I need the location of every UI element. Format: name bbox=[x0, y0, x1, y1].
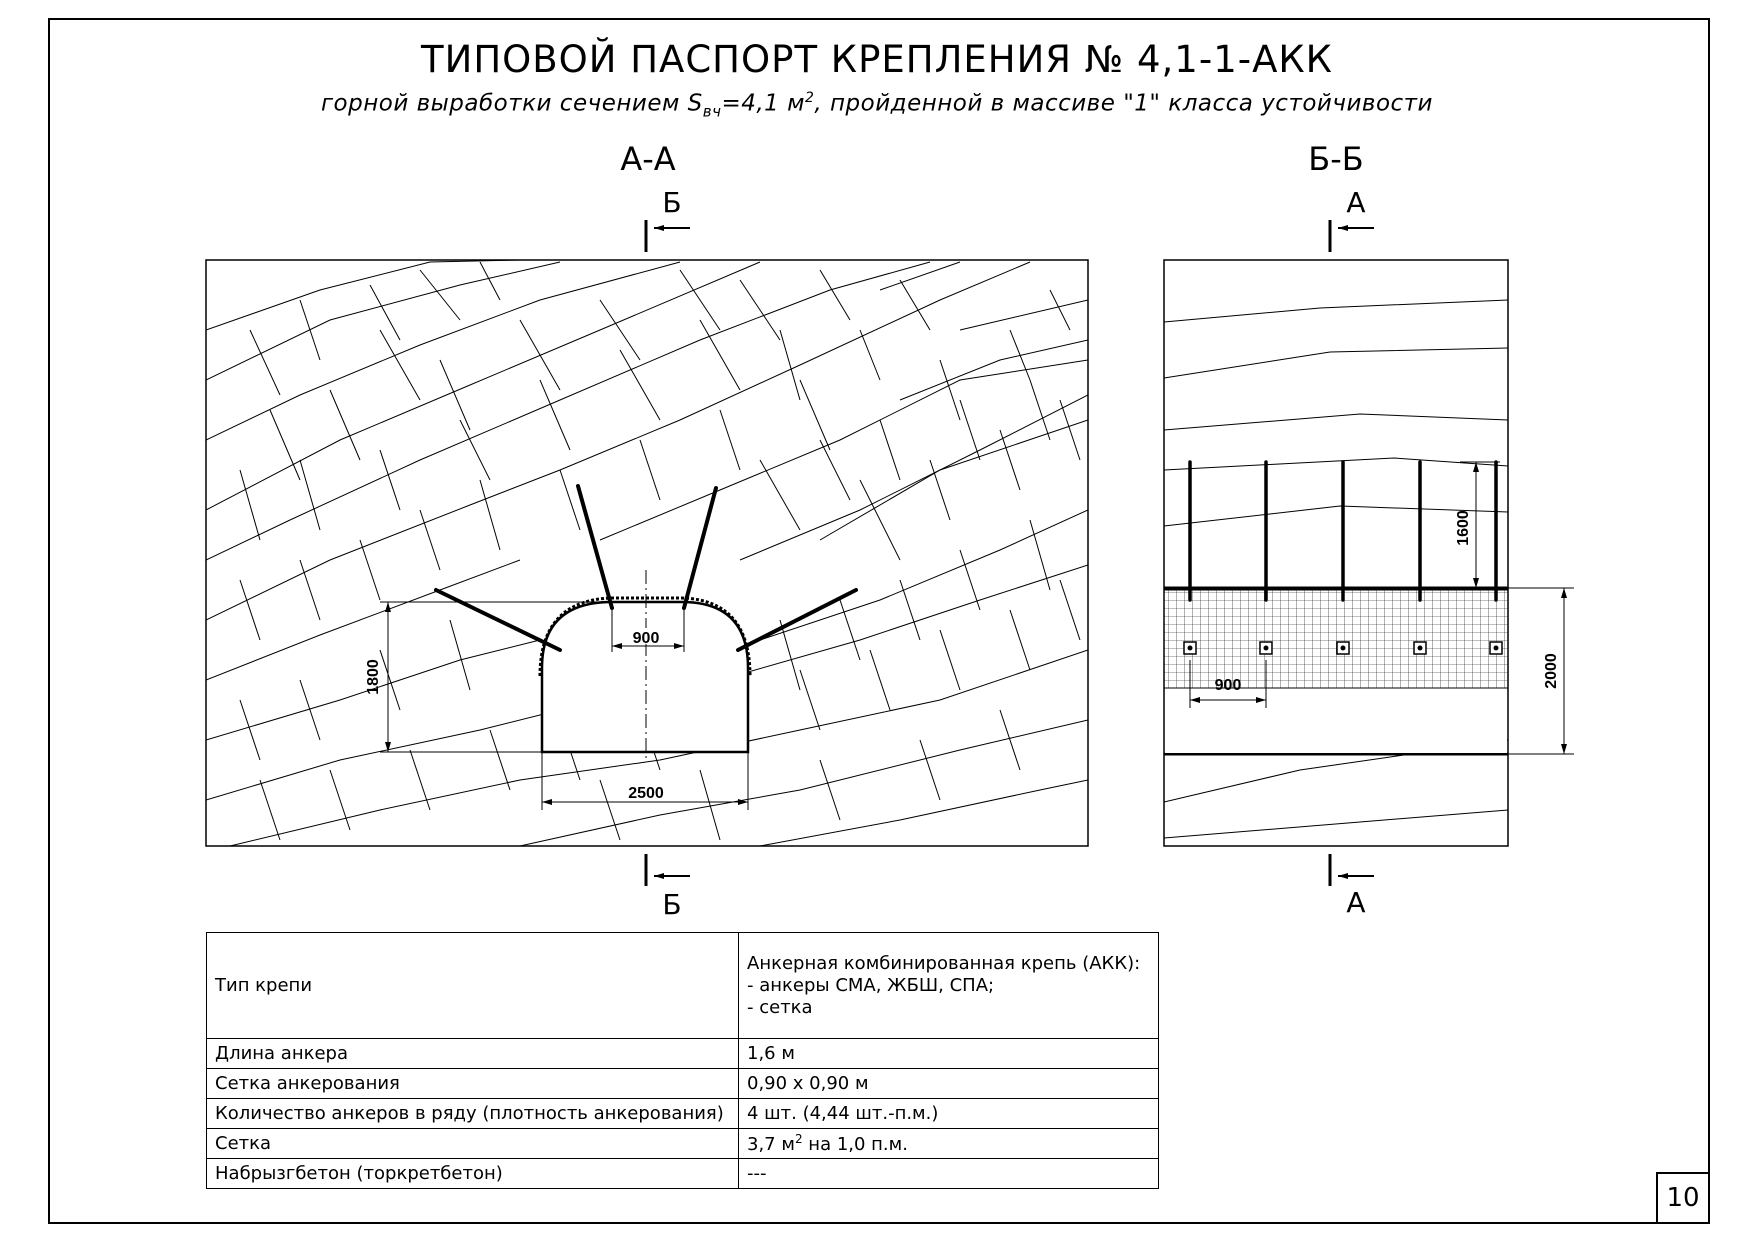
table-cell-value: --- bbox=[738, 1158, 1159, 1189]
anchor-bolt bbox=[736, 588, 858, 652]
dim-height-bb: 2000 bbox=[1543, 653, 1560, 689]
anchors-bb bbox=[1188, 460, 1498, 602]
tunnel-lining-aa bbox=[538, 596, 752, 677]
properties-table: Тип крепи Анкерная комбинированная крепь… bbox=[206, 932, 1159, 1189]
value-pre: 3,7 м bbox=[747, 1134, 795, 1155]
table-cell-value: 0,90 х 0,90 м bbox=[738, 1068, 1159, 1099]
anchor-bolt bbox=[682, 486, 718, 610]
dim-height-aa: 1800 bbox=[365, 659, 382, 695]
anchors-aa bbox=[434, 484, 858, 652]
rock-mass-frame-aa bbox=[205, 259, 1089, 847]
anchor-bolt bbox=[434, 588, 562, 652]
table-cell-label: Сетка анкерования bbox=[206, 1068, 739, 1099]
table-row: Набрызгбетон (торкретбетон) --- bbox=[206, 1158, 1159, 1189]
cut-marker-top-bb bbox=[1328, 220, 1374, 252]
table-cell-value: Анкерная комбинированная крепь (АКК): - … bbox=[738, 932, 1159, 1039]
value-line: - анкеры СМА, ЖБШ, СПА; bbox=[747, 974, 995, 996]
rock-joints-bb bbox=[1164, 299, 1508, 839]
table-cell-value: 1,6 м bbox=[738, 1038, 1159, 1069]
dim-width-aa: 2500 bbox=[628, 785, 664, 802]
tunnel-outline-aa bbox=[540, 600, 750, 754]
page-number: 10 bbox=[1656, 1172, 1710, 1224]
table-row: Количество анкеров в ряду (плотность анк… bbox=[206, 1098, 1159, 1129]
cut-label-top-bb: А bbox=[1346, 186, 1365, 219]
dim-bg bbox=[626, 628, 668, 644]
cut-label-bottom-bb: А bbox=[1346, 886, 1365, 919]
dim-bg bbox=[624, 784, 668, 800]
cut-marker-bottom-aa bbox=[644, 854, 690, 886]
cut-marker-bottom-bb bbox=[1328, 854, 1374, 886]
rock-joints-aa bbox=[206, 260, 1088, 846]
rock-mass-frame-bb bbox=[1163, 259, 1509, 847]
value-line: - сетка bbox=[747, 996, 813, 1018]
table-cell-label: Сетка bbox=[206, 1128, 739, 1159]
cut-label-top-aa: Б bbox=[662, 186, 681, 219]
mesh-band-bb bbox=[1163, 589, 1509, 689]
tunnel-space-bb bbox=[1165, 689, 1507, 753]
table-cell-value: 4 шт. (4,44 шт.-п.м.) bbox=[738, 1098, 1159, 1129]
dim-anchor-length-bb: 1600 bbox=[1455, 510, 1472, 546]
subtitle-sub: вч bbox=[702, 102, 722, 121]
anchor-bolt bbox=[576, 484, 614, 610]
dim-spacing-bb: 900 bbox=[1215, 677, 1242, 694]
value-post: на 1,0 п.м. bbox=[802, 1134, 908, 1155]
dim-arch-width-aa: 900 bbox=[633, 630, 660, 647]
table-cell-value: 3,7 м2 на 1,0 п.м. bbox=[738, 1128, 1159, 1159]
table-row: Сетка анкерования 0,90 х 0,90 м bbox=[206, 1068, 1159, 1099]
dimensions-bb bbox=[1189, 461, 1574, 755]
subtitle-sup: 2 bbox=[804, 90, 815, 106]
value-sup: 2 bbox=[794, 1132, 803, 1146]
drawing-frame bbox=[48, 18, 1710, 1224]
subtitle-mid: =4,1 м bbox=[721, 90, 805, 117]
subtitle-post: , пройденной в массиве "1" класса устойч… bbox=[814, 90, 1434, 117]
table-row: Тип крепи Анкерная комбинированная крепь… bbox=[206, 932, 1159, 1039]
cut-label-bottom-aa: Б bbox=[662, 888, 681, 921]
drawing-subtitle: горной выработки сечением Sвч=4,1 м2, пр… bbox=[0, 90, 1754, 120]
value-line: Анкерная комбинированная крепь (АКК): bbox=[747, 952, 1141, 974]
subtitle-pre: горной выработки сечением S bbox=[320, 90, 703, 117]
table-cell-label: Набрызгбетон (торкретбетон) bbox=[206, 1158, 739, 1189]
table-row: Длина анкера 1,6 м bbox=[206, 1038, 1159, 1069]
section-bb-label: Б-Б bbox=[1308, 140, 1363, 178]
table-cell-label: Длина анкера bbox=[206, 1038, 739, 1069]
table-row: Сетка 3,7 м2 на 1,0 п.м. bbox=[206, 1128, 1159, 1159]
table-cell-label: Количество анкеров в ряду (плотность анк… bbox=[206, 1098, 739, 1129]
drawing-title: ТИПОВОЙ ПАСПОРТ КРЕПЛЕНИЯ № 4,1-1-АКК bbox=[421, 38, 1333, 81]
section-aa-label: А-А bbox=[620, 140, 675, 178]
anchor-plate-dots-bb bbox=[1187, 645, 1499, 651]
cut-marker-top-aa bbox=[644, 220, 690, 252]
table-cell-label: Тип крепи bbox=[206, 932, 739, 1039]
dimensions-aa bbox=[380, 601, 749, 810]
